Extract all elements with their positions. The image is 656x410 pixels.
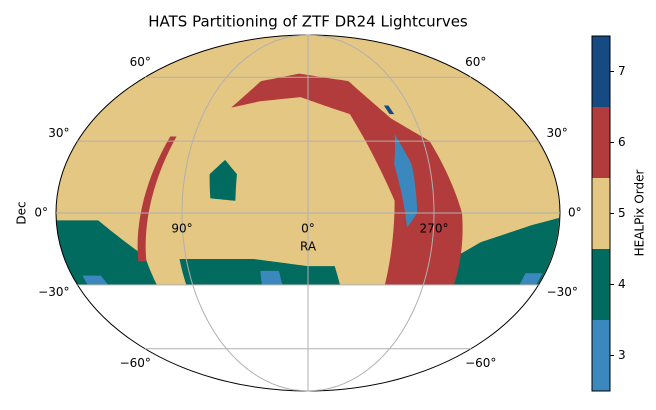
y-tick-label: −60° bbox=[120, 356, 151, 370]
chart-title: HATS Partitioning of ZTF DR24 Lightcurve… bbox=[148, 13, 468, 31]
order-region bbox=[82, 275, 109, 285]
y-tick-label: −60° bbox=[465, 356, 496, 370]
order-region bbox=[394, 134, 418, 228]
x-tick-label: 270° bbox=[420, 222, 449, 236]
x-tick-label: 90° bbox=[171, 222, 192, 236]
order-region bbox=[137, 136, 177, 262]
order-region bbox=[231, 73, 463, 285]
colorbar-swatch bbox=[592, 320, 610, 391]
colorbar-swatch bbox=[592, 36, 610, 107]
y-tick-label: 0° bbox=[568, 206, 582, 220]
y-tick-label: 30° bbox=[547, 126, 568, 140]
colorbar-tick-label: 4 bbox=[618, 277, 626, 291]
x-tick-label: 0° bbox=[301, 222, 315, 236]
colorbar-swatch bbox=[592, 107, 610, 178]
y-tick-label: 0° bbox=[34, 206, 48, 220]
order-region bbox=[519, 273, 543, 285]
y-axis-label: Dec bbox=[15, 201, 29, 224]
colorbar-tick-label: 3 bbox=[618, 348, 626, 362]
order-region bbox=[209, 159, 237, 201]
colorbar-border bbox=[591, 35, 611, 392]
order-region bbox=[56, 220, 157, 285]
order-region bbox=[179, 259, 341, 285]
colorbar-tick-label: 5 bbox=[618, 206, 626, 220]
colorbar-swatch bbox=[592, 249, 610, 320]
order-region bbox=[260, 270, 283, 285]
colorbar-tick-label: 6 bbox=[618, 135, 626, 149]
y-tick-label: 30° bbox=[48, 126, 69, 140]
colorbar-tick-label: 7 bbox=[618, 64, 626, 78]
colorbar-swatch bbox=[592, 178, 610, 249]
y-tick-label: 60° bbox=[465, 55, 486, 69]
y-tick-label: −30° bbox=[38, 285, 69, 299]
order-region bbox=[383, 105, 395, 115]
y-tick-label: 60° bbox=[130, 55, 151, 69]
order-region bbox=[433, 217, 560, 285]
colorbar-label: HEALPix Order bbox=[633, 170, 647, 257]
y-tick-label: −30° bbox=[547, 285, 578, 299]
